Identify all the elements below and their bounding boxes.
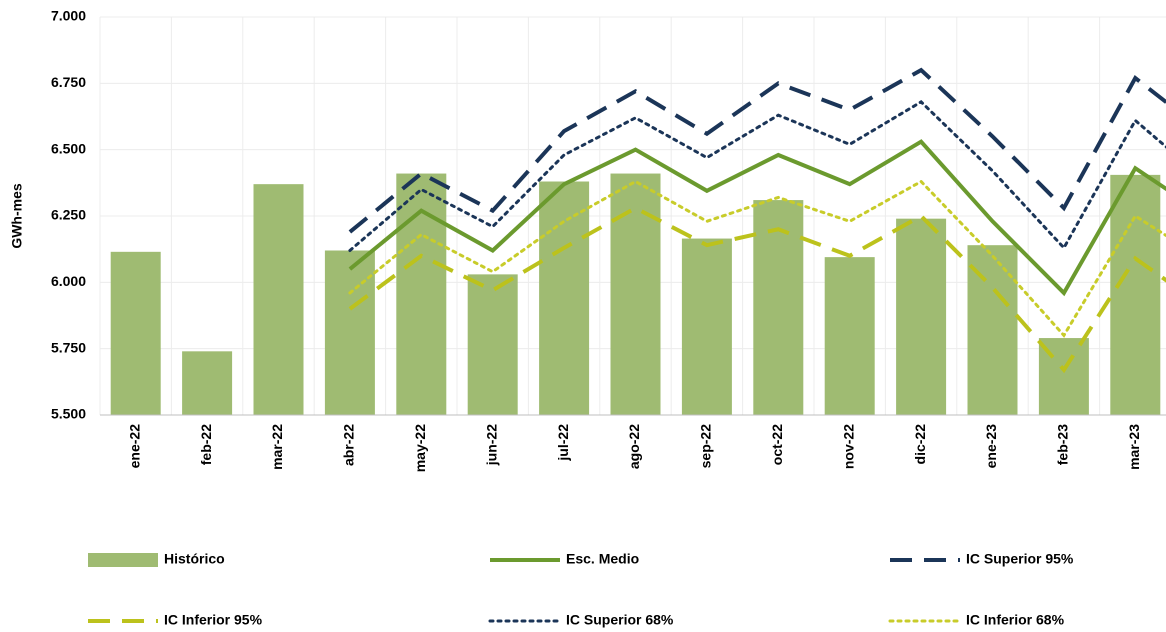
- bar: [253, 184, 304, 415]
- line-series: [348, 205, 1166, 374]
- bar: [610, 173, 661, 415]
- bar: [182, 351, 233, 415]
- bar: [324, 250, 375, 415]
- bar: [753, 200, 804, 415]
- y-tick-label: 6.000: [51, 273, 86, 289]
- axes: 5.500 5.750 6.000 6.250 6.500 6.750 7.000 ene-2…: [51, 8, 1166, 472]
- line-series: [348, 100, 1166, 252]
- x-tick-label: abr-22: [341, 424, 357, 466]
- line-series: [348, 139, 1166, 297]
- legend-label: IC Superior 68%: [566, 612, 674, 628]
- plot-area: [110, 67, 1166, 415]
- bar: [396, 173, 447, 415]
- bar: [681, 238, 732, 415]
- x-tick-label: feb-22: [198, 424, 214, 465]
- y-axis-label: GWh-mes: [9, 183, 25, 249]
- x-tick-label: mar-22: [269, 424, 285, 470]
- x-tick-label: ene-23: [983, 424, 999, 469]
- x-tick-label: dic-22: [912, 424, 928, 465]
- x-tick-label: jul-22: [555, 424, 571, 462]
- bar: [896, 218, 947, 415]
- line-series: [348, 67, 1166, 234]
- y-tick-label: 5.750: [51, 339, 86, 355]
- y-tick-label: 5.500: [51, 406, 86, 422]
- legend-label: IC Inferior 95%: [164, 612, 263, 628]
- legend-label: IC Inferior 68%: [966, 612, 1065, 628]
- bar: [467, 274, 518, 415]
- x-tick-label: ene-22: [126, 424, 142, 469]
- y-tick-label: 7.000: [51, 8, 86, 24]
- y-tick-label: 6.250: [51, 207, 86, 223]
- x-tick-label: ago-22: [626, 424, 642, 469]
- legend-label: Esc. Medio: [566, 551, 639, 567]
- x-tick-label: jun-22: [483, 424, 499, 466]
- x-tick-label: oct-22: [769, 424, 785, 465]
- x-tick-label: sep-22: [698, 424, 714, 469]
- legend-swatch: [88, 553, 158, 567]
- x-tick-label: nov-22: [840, 424, 856, 469]
- line-series: [348, 179, 1166, 338]
- bar: [539, 181, 590, 415]
- y-tick-label: 6.750: [51, 74, 86, 90]
- y-tick-label: 6.500: [51, 140, 86, 156]
- x-tick-label: feb-23: [1055, 424, 1071, 465]
- x-tick-label: may-22: [412, 424, 428, 472]
- legend-label: Histórico: [164, 551, 225, 567]
- bar: [1110, 174, 1161, 415]
- legend-label: IC Superior 95%: [966, 551, 1074, 567]
- legend: Histórico Esc. Medio IC Superior 95% IC Inf…: [88, 551, 1074, 628]
- bar: [110, 251, 161, 415]
- x-tick-label: mar-23: [1126, 424, 1142, 470]
- bar: [824, 257, 875, 415]
